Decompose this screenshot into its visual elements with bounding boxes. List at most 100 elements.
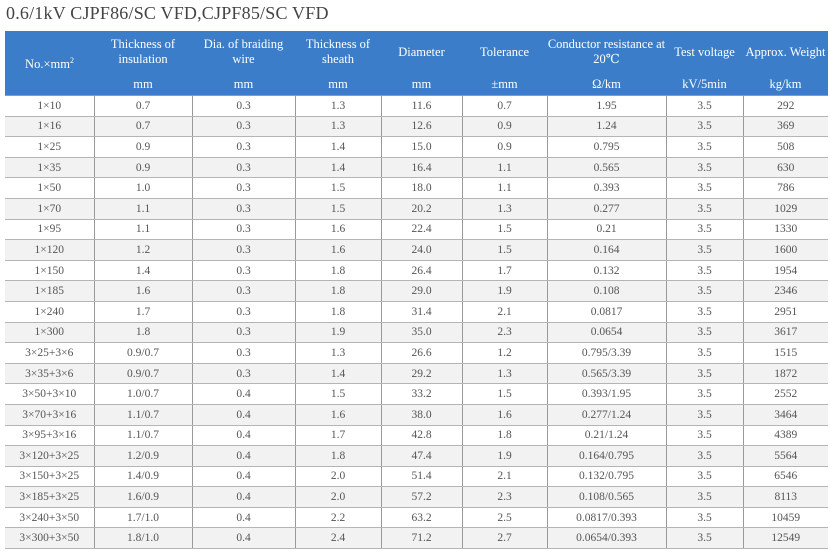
column-header-diameter: Diameter [381, 31, 462, 73]
table-cell: 0.21 [546, 219, 666, 241]
column-header-insulation: Thickness of insulation [94, 31, 192, 73]
table-cell: 2.1 [461, 466, 547, 488]
table-cell: 0.9 [461, 116, 547, 138]
table-cell: 6546 [742, 466, 828, 488]
table-row: 1×300 1.8 0.3 1.9 35.0 2.3 0.0654 3.5 3617 [5, 322, 828, 344]
table-cell: 3.5 [665, 136, 743, 158]
table-cell: 12.6 [380, 116, 462, 138]
table-cell: 0.3 [191, 136, 295, 158]
table-cell: 1.8 [461, 425, 547, 447]
table-cell: 2552 [742, 383, 828, 405]
table-cell: 0.3 [191, 280, 295, 302]
table-cell: 1.3 [461, 363, 547, 385]
table-cell: 1×240 [5, 301, 94, 323]
table-cell: 1.2 [93, 239, 192, 261]
table-cell: 1×120 [5, 239, 94, 261]
table-cell: 3.5 [665, 425, 743, 447]
table-cell: 35.0 [380, 322, 462, 344]
table-cell: 0.4 [191, 466, 295, 488]
table-cell: 3×240+3×50 [5, 507, 94, 529]
table-cell: 3.5 [665, 445, 743, 467]
table-cell: 0.9/0.7 [93, 342, 192, 364]
table-row: 1×25 0.9 0.3 1.4 15.0 0.9 0.795 3.5 508 [5, 136, 828, 158]
table-cell: 0.108/0.565 [546, 486, 666, 508]
table-cell: 29.2 [380, 363, 462, 385]
table-cell: 3.5 [665, 198, 743, 220]
table-body: 1×10 0.7 0.3 1.3 11.6 0.7 1.95 3.5 292 1×16 0.7 0.3… [5, 95, 828, 550]
table-cell: 3.5 [665, 507, 743, 529]
unit-row: mm mm mm mm ±mm Ω/km kV/5min kg/km [5, 73, 828, 96]
table-cell: 8113 [742, 486, 828, 508]
table-cell: 71.2 [380, 527, 462, 550]
table-cell: 24.0 [380, 239, 462, 261]
table-cell: 1954 [742, 260, 828, 282]
table-cell: 3.5 [665, 342, 743, 364]
table-row: 1×10 0.7 0.3 1.3 11.6 0.7 1.95 3.5 292 [5, 95, 828, 117]
table-row: 3×120+3×25 1.2/0.9 0.4 1.8 47.4 1.9 0.164/0.79… [5, 445, 828, 467]
table-cell: 1.8/1.0 [93, 527, 192, 550]
table-cell: 0.0817/0.393 [546, 507, 666, 529]
table-cell: 1×16 [5, 116, 94, 138]
table-cell: 26.6 [380, 342, 462, 364]
table-cell: 2.5 [461, 507, 547, 529]
table-cell: 3.5 [665, 301, 743, 323]
table-cell: 1×150 [5, 260, 94, 282]
table-cell: 2.3 [461, 322, 547, 344]
table-cell: 2.2 [294, 507, 381, 529]
table-cell: 1×185 [5, 280, 94, 302]
table-cell: 4389 [742, 425, 828, 447]
header-superscript: 2 [69, 56, 74, 66]
table-cell: 3.5 [665, 280, 743, 302]
table-cell: 1.7/1.0 [93, 507, 192, 529]
table-cell: 0.277/1.24 [546, 404, 666, 426]
table-cell: 3.5 [665, 177, 743, 199]
table-cell: 1.4 [294, 136, 381, 158]
table-cell: 1.6 [93, 280, 192, 302]
table-cell: 1×95 [5, 219, 94, 241]
table-cell: 1.6 [294, 404, 381, 426]
table-cell: 0.4 [191, 425, 295, 447]
unit-weight: kg/km [743, 73, 828, 96]
table-cell: 2951 [742, 301, 828, 323]
table-cell: 1.1 [93, 219, 192, 241]
table-cell: 3×50+3×10 [5, 383, 94, 405]
table-cell: 3.5 [665, 363, 743, 385]
table-cell: 1.7 [461, 260, 547, 282]
table-cell: 0.3 [191, 95, 295, 117]
table-cell: 3.5 [665, 486, 743, 508]
table-cell: 0.7 [461, 95, 547, 117]
table-cell: 0.9 [461, 136, 547, 158]
table-cell: 1.5 [294, 383, 381, 405]
table-cell: 3.5 [665, 116, 743, 138]
table-cell: 292 [742, 95, 828, 117]
table-cell: 0.7 [93, 95, 192, 117]
table-cell: 1.1 [93, 198, 192, 220]
table-cell: 1.8 [93, 322, 192, 344]
table-cell: 0.21/1.24 [546, 425, 666, 447]
column-header-sheath: Thickness of sheath [295, 31, 381, 73]
table-cell: 0.565/3.39 [546, 363, 666, 385]
table-cell: 1×50 [5, 177, 94, 199]
table-cell: 42.8 [380, 425, 462, 447]
cable-spec-table: No.×mm2 Thickness of insulation Dia. of … [5, 31, 828, 550]
table-cell: 1.95 [546, 95, 666, 117]
table-row: 1×50 1.0 0.3 1.5 18.0 1.1 0.393 3.5 786 [5, 177, 828, 199]
table-row: 3×150+3×25 1.4/0.9 0.4 2.0 51.4 2.1 0.132/0.79… [5, 466, 828, 488]
table-row: 1×120 1.2 0.3 1.6 24.0 1.5 0.164 3.5 1600 [5, 239, 828, 261]
table-cell: 3617 [742, 322, 828, 344]
unit-resistance: Ω/km [547, 73, 666, 96]
table-cell: 1.6 [461, 404, 547, 426]
table-cell: 3.5 [665, 383, 743, 405]
table-cell: 1.6/0.9 [93, 486, 192, 508]
table-cell: 33.2 [380, 383, 462, 405]
table-cell: 63.2 [380, 507, 462, 529]
table-cell: 1.4 [294, 157, 381, 179]
table-cell: 1×10 [5, 95, 94, 117]
table-cell: 0.4 [191, 527, 295, 550]
table-cell: 3×70+3×16 [5, 404, 94, 426]
table-cell: 12549 [742, 527, 828, 550]
table-cell: 1×35 [5, 157, 94, 179]
table-cell: 1×70 [5, 198, 94, 220]
table-cell: 1.24 [546, 116, 666, 138]
table-row: 1×185 1.6 0.3 1.8 29.0 1.9 0.108 3.5 2346 [5, 280, 828, 302]
